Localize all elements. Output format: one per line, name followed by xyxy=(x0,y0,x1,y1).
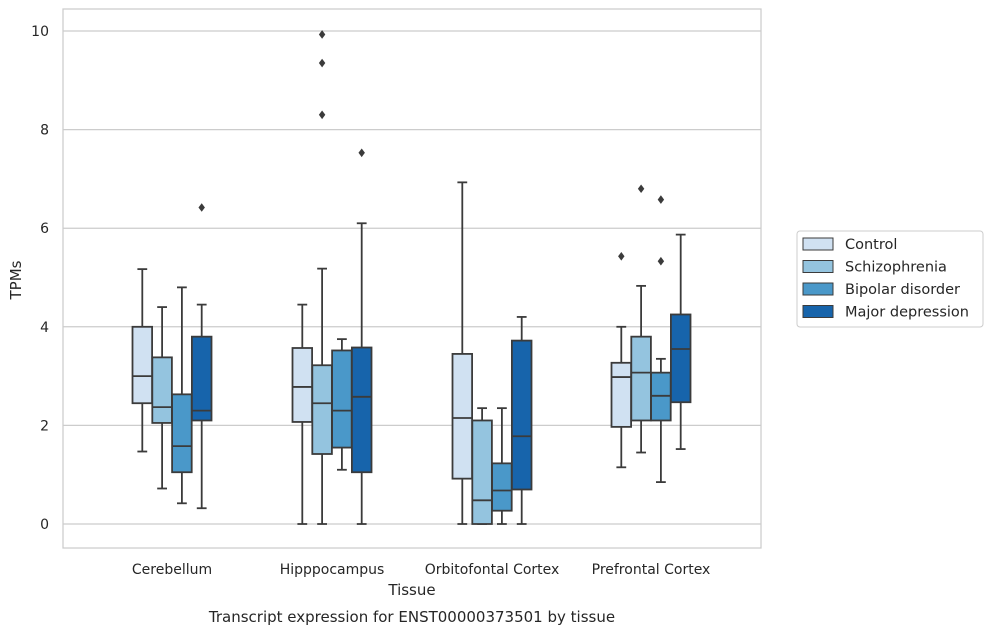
box-body xyxy=(350,346,373,474)
box-body xyxy=(190,335,213,422)
y-tick-label: 8 xyxy=(40,123,49,139)
x-tick-label: Orbitofontal Cortex xyxy=(425,562,560,578)
legend-label: Bipolar disorder xyxy=(845,282,960,298)
y-tick-label: 0 xyxy=(40,517,49,533)
box-schizophrenia xyxy=(471,407,493,525)
outlier-point xyxy=(618,252,625,261)
y-tick-label: 2 xyxy=(40,418,49,434)
box-control xyxy=(451,181,474,525)
plot-background xyxy=(63,9,761,548)
box-schizophrenia xyxy=(151,306,173,490)
box-bipolar-disorder xyxy=(331,338,353,471)
legend-frame xyxy=(796,230,984,328)
legend-swatch xyxy=(802,305,834,318)
y-tick-labels: 0 2 4 6 8 10 xyxy=(31,24,49,533)
y-axis-title: TPMs xyxy=(7,260,25,300)
outlier-point xyxy=(198,203,205,212)
box-major-depression xyxy=(670,233,692,450)
box-body xyxy=(471,419,493,525)
outlier-point xyxy=(318,30,326,39)
box-body xyxy=(171,393,193,474)
x-axis-title: Tissue xyxy=(387,581,435,599)
box-major-depression xyxy=(190,203,213,510)
legend-label: Control xyxy=(845,237,897,253)
box-schizophrenia xyxy=(311,30,333,525)
legend: Control Schizophrenia Bipolar disorder Majo… xyxy=(796,230,984,328)
x-tick-labels: Cerebellum Hipppocampus Orbitofontal Corte… xyxy=(132,562,710,578)
box-control xyxy=(131,268,154,453)
box-body xyxy=(630,335,652,422)
chart-caption: Transcript expression for ENST0000037350… xyxy=(208,608,615,626)
box-bipolar-disorder xyxy=(171,286,193,505)
outlier-point xyxy=(637,184,645,194)
box-body xyxy=(510,339,533,491)
x-tick-label: Hipppocampus xyxy=(280,562,385,578)
y-tick-label: 10 xyxy=(31,24,49,40)
legend-label: Schizophrenia xyxy=(845,260,947,276)
outlier-point xyxy=(318,58,326,68)
box-body xyxy=(311,364,333,455)
y-tick-label: 6 xyxy=(40,221,49,237)
legend-swatch xyxy=(802,237,834,251)
box-body xyxy=(131,325,154,405)
x-tick-label: Cerebellum xyxy=(132,562,212,578)
plot-frame xyxy=(62,8,762,549)
box-body xyxy=(291,347,314,423)
outlier-point xyxy=(358,148,365,158)
outlier-point xyxy=(657,256,665,266)
y-tick-label: 4 xyxy=(40,320,49,336)
box-body xyxy=(670,313,692,404)
legend-label: Major depression xyxy=(845,305,969,321)
legend-swatch xyxy=(802,282,834,296)
box-body xyxy=(491,462,513,512)
box-body xyxy=(451,353,474,480)
x-tick-label: Prefrontal Cortex xyxy=(592,562,711,578)
box-body xyxy=(151,356,173,424)
outlier-point xyxy=(318,110,326,120)
box-body xyxy=(331,349,353,449)
box-major-depression xyxy=(510,316,533,525)
legend-swatch xyxy=(802,260,834,273)
box-body xyxy=(610,361,633,428)
box-major-depression xyxy=(350,148,373,525)
box-groups xyxy=(131,30,692,525)
box-control xyxy=(610,252,633,469)
outlier-point xyxy=(657,195,665,204)
